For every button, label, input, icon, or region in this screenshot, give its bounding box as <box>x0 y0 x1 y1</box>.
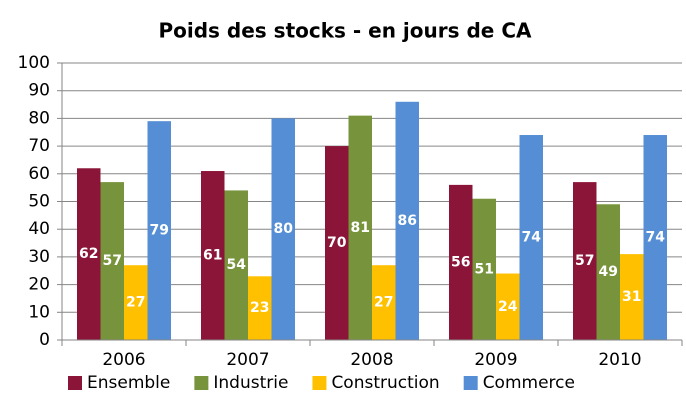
x-tick-label: 2010 <box>598 350 641 370</box>
x-tick-label: 2006 <box>102 350 145 370</box>
y-tick-label: 90 <box>28 81 50 101</box>
value-label: 70 <box>327 235 347 251</box>
x-tick-label: 2007 <box>226 350 269 370</box>
value-label: 86 <box>398 213 417 229</box>
value-label: 62 <box>79 246 98 262</box>
bar <box>573 182 597 340</box>
y-tick-label: 20 <box>28 275 50 295</box>
value-label: 79 <box>150 223 169 239</box>
value-label: 80 <box>274 221 294 237</box>
legend-label: Commerce <box>483 373 575 393</box>
value-label: 51 <box>475 261 494 277</box>
bar <box>248 276 272 340</box>
chart-title: Poids des stocks - en jours de CA <box>158 19 532 43</box>
legend-swatch <box>463 376 478 390</box>
legend-label: Construction <box>331 373 439 393</box>
legend-swatch <box>312 376 327 390</box>
value-label: 57 <box>103 253 122 269</box>
value-label: 23 <box>250 300 269 316</box>
bar <box>395 101 419 340</box>
y-tick-label: 80 <box>28 108 50 128</box>
y-tick-label: 0 <box>39 330 50 350</box>
bar <box>100 182 124 340</box>
legend-label: Ensemble <box>87 373 170 393</box>
value-label: 27 <box>374 295 393 311</box>
y-tick-label: 40 <box>28 219 50 239</box>
value-label: 74 <box>522 230 542 246</box>
y-tick-label: 60 <box>28 164 50 184</box>
legend-label: Industrie <box>213 373 288 393</box>
bar <box>271 118 295 341</box>
bar <box>201 171 225 340</box>
y-tick-label: 100 <box>18 53 50 73</box>
bar <box>348 115 372 340</box>
legend-swatch <box>68 376 82 390</box>
value-label: 81 <box>351 220 370 236</box>
y-tick-label: 10 <box>28 302 50 322</box>
bar <box>124 265 148 340</box>
value-label: 61 <box>203 248 222 264</box>
x-tick-label: 2009 <box>474 350 517 370</box>
value-label: 54 <box>227 257 247 273</box>
bar <box>147 121 171 340</box>
bar <box>643 135 667 340</box>
bar <box>449 184 473 340</box>
bar <box>472 198 496 340</box>
y-tick-label: 70 <box>28 136 50 156</box>
legend-swatch <box>194 376 209 390</box>
y-tick-label: 50 <box>28 192 50 212</box>
x-tick-label: 2008 <box>350 350 393 370</box>
bar <box>372 265 396 340</box>
value-label: 49 <box>599 264 618 280</box>
value-label: 24 <box>498 299 518 315</box>
bar <box>77 168 101 340</box>
bar <box>325 146 349 340</box>
value-label: 74 <box>646 230 666 246</box>
y-tick-label: 30 <box>28 247 50 267</box>
bar <box>519 135 543 340</box>
value-label: 57 <box>575 253 594 269</box>
value-label: 31 <box>622 289 641 305</box>
bar <box>224 190 248 340</box>
bar <box>620 254 644 340</box>
value-label: 27 <box>126 295 145 311</box>
bar <box>496 273 520 340</box>
bar <box>596 204 620 340</box>
value-label: 56 <box>451 254 470 270</box>
